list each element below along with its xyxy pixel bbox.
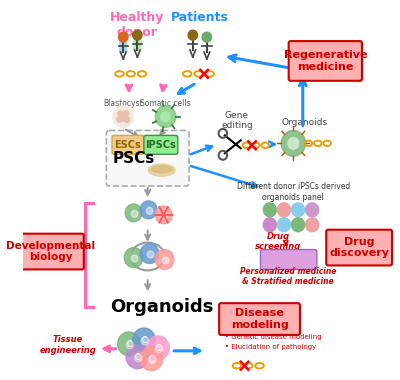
Text: Patients: Patients (170, 11, 228, 24)
FancyBboxPatch shape (289, 41, 362, 81)
FancyBboxPatch shape (119, 41, 128, 52)
Circle shape (121, 116, 126, 121)
Circle shape (124, 111, 129, 116)
Text: Drug
screening: Drug screening (255, 232, 302, 251)
Circle shape (288, 138, 299, 149)
Circle shape (263, 218, 276, 232)
Circle shape (306, 218, 319, 232)
Text: Gene
editing: Gene editing (221, 111, 253, 130)
Circle shape (149, 356, 156, 364)
Text: Organoids: Organoids (110, 298, 214, 316)
Text: Personalized medicine
& Stratified medicine: Personalized medicine & Stratified medic… (240, 267, 336, 286)
FancyBboxPatch shape (144, 135, 178, 154)
Text: Organoids: Organoids (282, 118, 328, 127)
Text: Somatic cells: Somatic cells (140, 99, 191, 108)
Circle shape (202, 32, 212, 42)
Circle shape (118, 332, 140, 356)
Circle shape (281, 130, 306, 156)
Circle shape (155, 206, 172, 224)
Text: Regenerative
medicine: Regenerative medicine (284, 50, 367, 72)
Text: • Elucidation of pathology: • Elucidation of pathology (225, 344, 316, 350)
Text: Blastocyst: Blastocyst (104, 99, 143, 108)
Circle shape (126, 341, 134, 349)
Circle shape (125, 204, 142, 222)
Text: ESCs: ESCs (114, 140, 141, 150)
Circle shape (124, 117, 130, 122)
Circle shape (161, 112, 170, 122)
Ellipse shape (149, 164, 175, 176)
Circle shape (147, 251, 154, 258)
Circle shape (155, 250, 174, 269)
Circle shape (306, 203, 319, 217)
Text: Drug
discovery: Drug discovery (329, 237, 389, 258)
Text: Healthy
donor: Healthy donor (110, 11, 164, 39)
Circle shape (277, 218, 290, 232)
Text: IPSCs: IPSCs (146, 140, 176, 150)
Circle shape (161, 212, 168, 219)
Text: Different donor iPSCs derived
organoids panel: Different donor iPSCs derived organoids … (237, 182, 350, 202)
Circle shape (162, 257, 169, 264)
Circle shape (277, 203, 290, 217)
Text: PSCs: PSCs (112, 151, 155, 166)
Circle shape (131, 255, 138, 262)
FancyBboxPatch shape (326, 230, 392, 266)
FancyBboxPatch shape (18, 234, 84, 269)
Text: Disease
modeling: Disease modeling (231, 308, 288, 330)
Circle shape (133, 30, 142, 40)
Circle shape (117, 117, 122, 122)
Text: Developmental
biology: Developmental biology (6, 241, 96, 262)
Circle shape (118, 32, 128, 42)
FancyBboxPatch shape (112, 135, 144, 154)
Text: C: C (149, 355, 154, 364)
Text: C: C (126, 340, 132, 349)
Text: C: C (141, 336, 146, 345)
Circle shape (141, 337, 149, 345)
Ellipse shape (152, 166, 172, 173)
FancyBboxPatch shape (260, 250, 317, 269)
Circle shape (146, 207, 153, 214)
FancyBboxPatch shape (133, 40, 142, 51)
Circle shape (188, 30, 198, 40)
Circle shape (131, 211, 138, 217)
Circle shape (263, 203, 276, 217)
Text: C: C (135, 353, 140, 362)
Circle shape (140, 201, 157, 219)
Circle shape (126, 345, 149, 369)
Circle shape (134, 354, 142, 362)
Circle shape (155, 106, 176, 127)
FancyBboxPatch shape (219, 303, 300, 335)
Text: Tissue
engineering: Tissue engineering (40, 335, 96, 355)
Circle shape (155, 345, 163, 353)
Circle shape (118, 111, 123, 116)
Text: C: C (156, 344, 161, 353)
Circle shape (140, 347, 163, 370)
Circle shape (121, 113, 126, 118)
Circle shape (292, 203, 305, 217)
Circle shape (133, 328, 155, 352)
Circle shape (113, 106, 134, 127)
FancyBboxPatch shape (106, 130, 189, 186)
Circle shape (140, 244, 159, 263)
Circle shape (147, 336, 169, 360)
Circle shape (292, 218, 305, 232)
Circle shape (124, 248, 143, 268)
Text: • Genetic disease modeling: • Genetic disease modeling (225, 334, 321, 340)
